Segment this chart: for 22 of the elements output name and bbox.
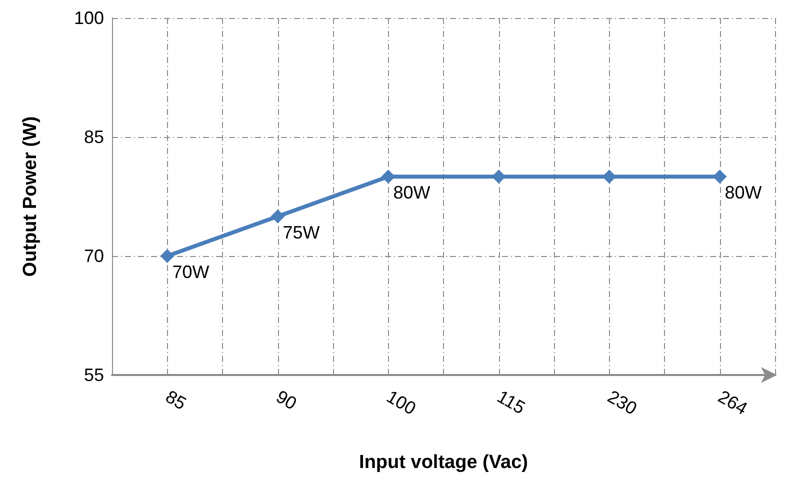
y-axis-title: Output Power (W): [20, 116, 41, 277]
x-tick-label: 115: [494, 386, 529, 418]
y-tick-label: 100: [74, 8, 104, 28]
data-label: 75W: [282, 222, 320, 242]
x-axis-title: Input voltage (Vac): [359, 452, 528, 473]
x-tick-label: 264: [714, 386, 751, 419]
data-label: 70W: [172, 262, 210, 282]
y-tick-label: 55: [84, 365, 104, 385]
point: [160, 249, 174, 263]
y-tick-label: 85: [84, 127, 104, 147]
point: [712, 170, 727, 184]
x-tick-label: 230: [604, 386, 640, 419]
x-tick-label: 90: [272, 386, 300, 414]
y-tick-label: 70: [84, 246, 104, 266]
data-label: 80W: [724, 182, 762, 203]
point: [270, 209, 285, 224]
data-label: 80W: [393, 182, 430, 203]
x-tick-label: 85: [162, 386, 190, 414]
point: [381, 170, 396, 184]
x-tick-label: 100: [383, 386, 420, 419]
point: [492, 170, 506, 184]
point: [602, 170, 616, 184]
